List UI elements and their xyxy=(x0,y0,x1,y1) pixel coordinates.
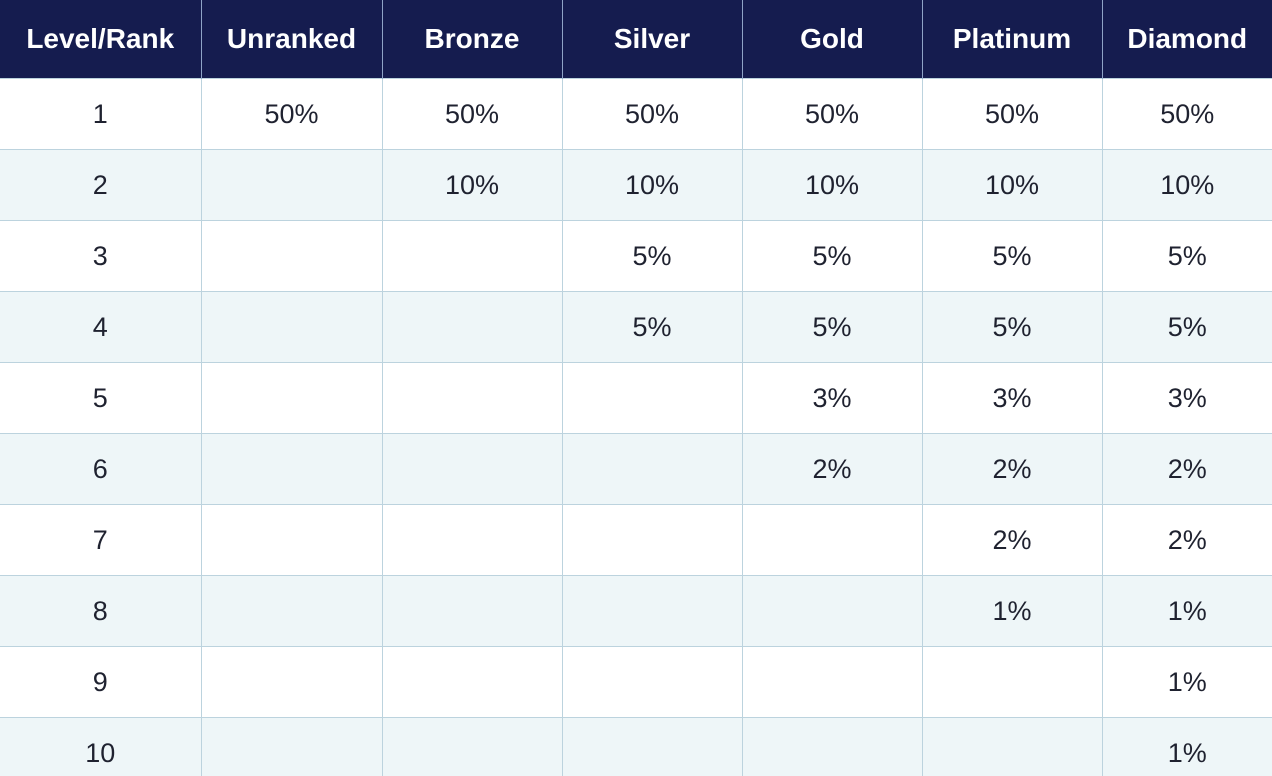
cell-unranked xyxy=(200,575,382,647)
cell-silver xyxy=(561,646,742,718)
cell-level: 2 xyxy=(0,149,201,221)
cell-diamond: 3% xyxy=(1101,362,1272,434)
cell-unranked xyxy=(200,433,382,505)
cell-level: 3 xyxy=(0,220,201,292)
cell-diamond: 2% xyxy=(1101,433,1272,505)
cell-gold: 5% xyxy=(741,291,922,363)
cell-platinum xyxy=(921,646,1102,718)
cell-unranked: 50% xyxy=(200,78,382,150)
cell-platinum: 5% xyxy=(921,291,1102,363)
cell-unranked xyxy=(200,149,382,221)
cell-level: 10 xyxy=(0,717,201,776)
cell-silver: 50% xyxy=(561,78,742,150)
cell-bronze xyxy=(381,291,562,363)
cell-platinum: 2% xyxy=(921,504,1102,576)
cell-gold: 5% xyxy=(741,220,922,292)
cell-level: 1 xyxy=(0,78,201,150)
cell-diamond: 50% xyxy=(1101,78,1272,150)
cell-gold: 50% xyxy=(741,78,922,150)
header-level-rank: Level/Rank xyxy=(0,0,201,79)
cell-bronze: 50% xyxy=(381,78,562,150)
cell-diamond: 1% xyxy=(1101,717,1272,776)
cell-diamond: 10% xyxy=(1101,149,1272,221)
cell-level: 4 xyxy=(0,291,201,363)
cell-silver xyxy=(561,717,742,776)
cell-unranked xyxy=(200,717,382,776)
cell-unranked xyxy=(200,220,382,292)
cell-bronze xyxy=(381,433,562,505)
cell-silver: 10% xyxy=(561,149,742,221)
cell-bronze xyxy=(381,504,562,576)
cell-bronze xyxy=(381,220,562,292)
header-diamond: Diamond xyxy=(1101,0,1272,79)
cell-gold xyxy=(741,575,922,647)
header-platinum: Platinum xyxy=(921,0,1102,79)
cell-gold xyxy=(741,717,922,776)
cell-bronze xyxy=(381,717,562,776)
cell-silver: 5% xyxy=(561,220,742,292)
table-row: 3 5% 5% 5% 5% xyxy=(0,220,1272,292)
cell-unranked xyxy=(200,646,382,718)
cell-platinum: 3% xyxy=(921,362,1102,434)
cell-gold: 3% xyxy=(741,362,922,434)
table-row: 6 2% 2% 2% xyxy=(0,433,1272,505)
cell-platinum: 1% xyxy=(921,575,1102,647)
table-body: 1 50% 50% 50% 50% 50% 50% 2 10% 10% 10% 10% 10% 3 5% 5%… xyxy=(0,78,1272,776)
cell-platinum: 2% xyxy=(921,433,1102,505)
cell-level: 9 xyxy=(0,646,201,718)
cell-gold: 10% xyxy=(741,149,922,221)
cell-platinum: 5% xyxy=(921,220,1102,292)
cell-diamond: 5% xyxy=(1101,291,1272,363)
table-row: 5 3% 3% 3% xyxy=(0,362,1272,434)
table-header: Level/Rank Unranked Bronze Silver Gold P… xyxy=(0,0,1272,79)
header-silver: Silver xyxy=(561,0,742,79)
cell-unranked xyxy=(200,504,382,576)
header-gold: Gold xyxy=(741,0,922,79)
cell-diamond: 1% xyxy=(1101,646,1272,718)
cell-bronze xyxy=(381,575,562,647)
table-row: 2 10% 10% 10% 10% 10% xyxy=(0,149,1272,221)
cell-gold: 2% xyxy=(741,433,922,505)
cell-level: 7 xyxy=(0,504,201,576)
cell-level: 5 xyxy=(0,362,201,434)
cell-bronze xyxy=(381,646,562,718)
table-row: 9 1% xyxy=(0,646,1272,718)
header-row: Level/Rank Unranked Bronze Silver Gold P… xyxy=(0,0,1272,79)
table-row: 10 1% xyxy=(0,717,1272,776)
cell-bronze: 10% xyxy=(381,149,562,221)
cell-unranked xyxy=(200,291,382,363)
cell-level: 6 xyxy=(0,433,201,505)
cell-diamond: 1% xyxy=(1101,575,1272,647)
table-row: 7 2% 2% xyxy=(0,504,1272,576)
cell-gold xyxy=(741,646,922,718)
cell-unranked xyxy=(200,362,382,434)
cell-silver: 5% xyxy=(561,291,742,363)
cell-platinum xyxy=(921,717,1102,776)
header-unranked: Unranked xyxy=(200,0,382,79)
cell-silver xyxy=(561,575,742,647)
table-row: 4 5% 5% 5% 5% xyxy=(0,291,1272,363)
cell-diamond: 2% xyxy=(1101,504,1272,576)
header-bronze: Bronze xyxy=(381,0,562,79)
cell-bronze xyxy=(381,362,562,434)
table-row: 1 50% 50% 50% 50% 50% 50% xyxy=(0,78,1272,150)
cell-silver xyxy=(561,362,742,434)
cell-platinum: 10% xyxy=(921,149,1102,221)
cell-diamond: 5% xyxy=(1101,220,1272,292)
cell-platinum: 50% xyxy=(921,78,1102,150)
cell-gold xyxy=(741,504,922,576)
cell-silver xyxy=(561,433,742,505)
table-row: 8 1% 1% xyxy=(0,575,1272,647)
cell-silver xyxy=(561,504,742,576)
cell-level: 8 xyxy=(0,575,201,647)
